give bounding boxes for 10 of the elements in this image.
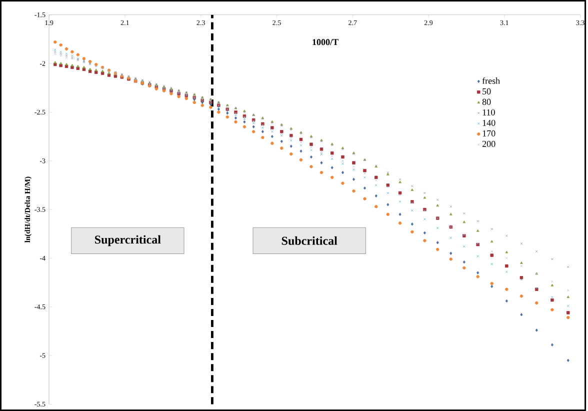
legend-label: fresh [482, 77, 500, 84]
annotation: Supercritical [95, 235, 161, 246]
legend-label: 140 [482, 120, 496, 126]
legend-label: 170 [482, 130, 496, 136]
legend-label: 200 [482, 140, 496, 147]
legend-label: 110 [482, 109, 495, 116]
legend-label: 80 [482, 98, 491, 105]
x-axis-title: 1000/T [312, 39, 338, 46]
annotation: Subcritical [282, 236, 338, 245]
legend-label: 50 [482, 88, 491, 94]
